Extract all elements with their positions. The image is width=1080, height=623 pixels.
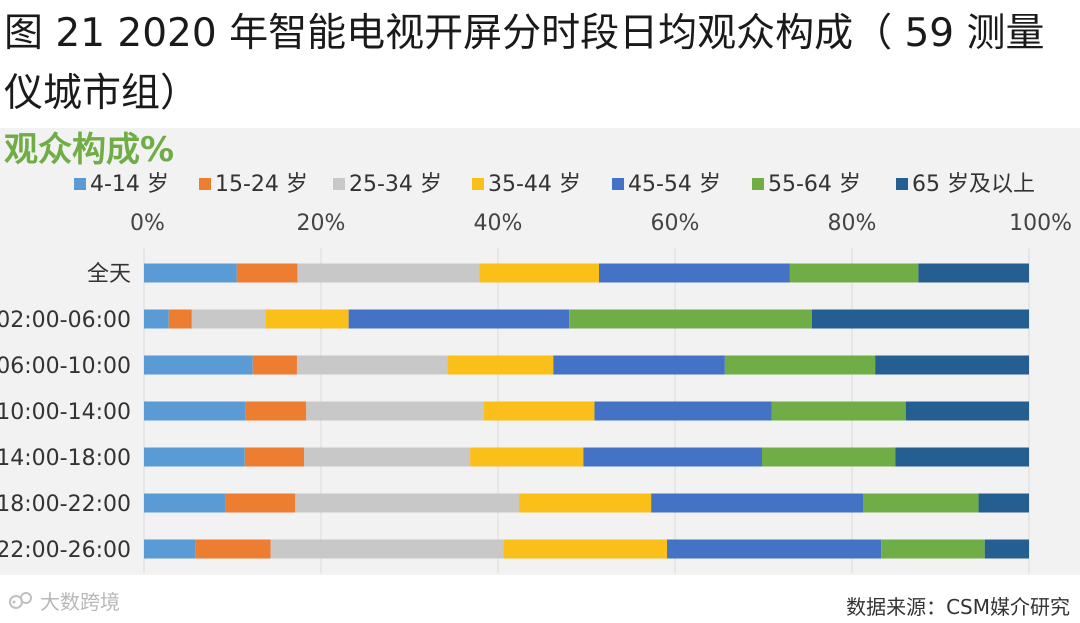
- bar-segment-6-5: [881, 539, 985, 559]
- bar-segment-4-2: [304, 447, 471, 467]
- data-source: 数据来源：CSM媒介研究: [846, 595, 1070, 619]
- legend-label-5: 55-64 岁: [768, 172, 861, 197]
- bar-segment-4-4: [583, 447, 762, 467]
- legend-label-1: 15-24 岁: [215, 172, 308, 197]
- x-tick-label-2: 40%: [474, 211, 523, 236]
- legend-swatch-6: [896, 178, 908, 190]
- bar-segment-3-3: [483, 401, 595, 421]
- legend-label-3: 35-44 岁: [488, 172, 581, 197]
- bar-segment-1-6: [811, 309, 1029, 329]
- bars: [144, 263, 1029, 559]
- bar-segment-2-4: [553, 355, 725, 375]
- bar-segment-6-1: [195, 539, 271, 559]
- legend-label-0: 4-14 岁: [90, 172, 169, 197]
- bar-segment-2-2: [296, 355, 448, 375]
- watermark-text: 大数跨境: [40, 590, 120, 614]
- bar-segment-4-1: [244, 447, 305, 467]
- bar-segment-5-4: [651, 493, 864, 513]
- bar-segment-6-2: [270, 539, 504, 559]
- bar-segment-5-5: [863, 493, 979, 513]
- legend-label-2: 25-34 岁: [349, 172, 442, 197]
- bar-segment-6-4: [667, 539, 882, 559]
- bar-segment-3-0: [144, 401, 246, 421]
- legend-swatch-4: [612, 178, 624, 190]
- bar-segment-1-0: [144, 309, 169, 329]
- bar-segment-4-6: [895, 447, 1029, 467]
- y-category-label-4: 14:00-18:00: [0, 446, 131, 471]
- legend-swatch-0: [74, 178, 86, 190]
- bar-segment-4-0: [144, 447, 245, 467]
- bar-segment-0-6: [918, 263, 1029, 283]
- bar-segment-0-2: [297, 263, 480, 283]
- bar-segment-2-0: [144, 355, 253, 375]
- logo-icon: [8, 590, 34, 612]
- stacked-bar-chart: 4-14 岁 15-24 岁 25-34 岁 35-44 岁 45-54 岁 55-64 …: [0, 172, 1072, 573]
- x-tick-label-3: 60%: [651, 211, 700, 236]
- bar-segment-0-4: [598, 263, 790, 283]
- page-title: 图 21 2020 年智能电视开屏分时段日均观众构成（ 59 测量仪城市组）: [4, 11, 1045, 116]
- x-tick-label-1: 20%: [297, 211, 346, 236]
- legend: 4-14 岁 15-24 岁 25-34 岁 35-44 岁 45-54 岁 55-64 …: [74, 172, 1035, 197]
- x-tick-label-4: 80%: [828, 211, 877, 236]
- x-axis: 0% 20% 40% 60% 80% 100%: [130, 211, 1072, 236]
- y-category-label-3: 10:00-14:00: [0, 400, 131, 425]
- y-category-label-5: 18:00-22:00: [0, 492, 131, 517]
- bar-segment-1-3: [265, 309, 349, 329]
- bar-segment-3-1: [245, 401, 307, 421]
- bar-segment-3-4: [594, 401, 772, 421]
- bar-segment-5-2: [295, 493, 520, 513]
- bar-segment-6-6: [984, 539, 1029, 559]
- y-category-label-0: 全天: [87, 262, 131, 287]
- bar-segment-0-1: [236, 263, 298, 283]
- chart-title: 观众构成%: [4, 130, 175, 170]
- legend-swatch-1: [199, 178, 211, 190]
- bar-segment-5-1: [225, 493, 296, 513]
- bar-segment-1-1: [168, 309, 192, 329]
- legend-swatch-2: [333, 178, 345, 190]
- y-category-label-2: 06:00-10:00: [0, 354, 131, 379]
- legend-swatch-5: [752, 178, 764, 190]
- watermark: 大数跨境: [8, 586, 120, 615]
- bar-segment-2-3: [447, 355, 554, 375]
- bar-segment-5-0: [144, 493, 226, 513]
- bar-segment-5-6: [978, 493, 1029, 513]
- bar-segment-3-6: [905, 401, 1029, 421]
- bar-segment-5-3: [519, 493, 652, 513]
- bar-segment-6-0: [144, 539, 196, 559]
- bar-segment-1-5: [569, 309, 812, 329]
- bar-segment-4-3: [470, 447, 584, 467]
- x-tick-label-5: 100%: [1009, 211, 1072, 236]
- y-category-label-6: 22:00-26:00: [0, 538, 131, 563]
- bar-segment-1-4: [348, 309, 570, 329]
- bar-segment-3-2: [306, 401, 484, 421]
- y-category-label-1: 02:00-06:00: [0, 308, 131, 333]
- bar-segment-1-2: [191, 309, 266, 329]
- bar-segment-3-5: [771, 401, 906, 421]
- y-axis: 全天 02:00-06:00 06:00-10:00 10:00-14:00 14:00…: [0, 262, 131, 563]
- legend-swatch-3: [472, 178, 484, 190]
- bar-segment-4-5: [761, 447, 896, 467]
- bar-segment-2-6: [875, 355, 1029, 375]
- legend-label-6: 65 岁及以上: [912, 172, 1035, 197]
- bar-segment-2-5: [724, 355, 876, 375]
- bar-segment-0-5: [789, 263, 919, 283]
- bar-segment-0-0: [144, 263, 237, 283]
- legend-label-4: 45-54 岁: [628, 172, 721, 197]
- bar-segment-2-1: [252, 355, 297, 375]
- bar-segment-0-3: [479, 263, 599, 283]
- bar-segment-6-3: [503, 539, 668, 559]
- x-tick-label-0: 0%: [130, 211, 165, 236]
